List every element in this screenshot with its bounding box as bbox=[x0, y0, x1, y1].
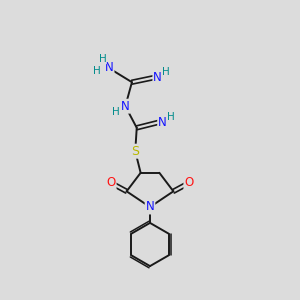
Text: H: H bbox=[112, 106, 120, 117]
Text: S: S bbox=[131, 145, 139, 158]
Text: H: H bbox=[99, 54, 106, 64]
Text: O: O bbox=[184, 176, 194, 189]
Text: N: N bbox=[121, 100, 130, 113]
Text: H: H bbox=[162, 67, 170, 77]
Text: N: N bbox=[146, 200, 154, 214]
Text: O: O bbox=[106, 176, 116, 189]
Text: H: H bbox=[93, 66, 101, 76]
Text: N: N bbox=[158, 116, 167, 129]
Text: H: H bbox=[167, 112, 175, 122]
Text: N: N bbox=[105, 61, 113, 74]
Text: N: N bbox=[153, 71, 162, 84]
